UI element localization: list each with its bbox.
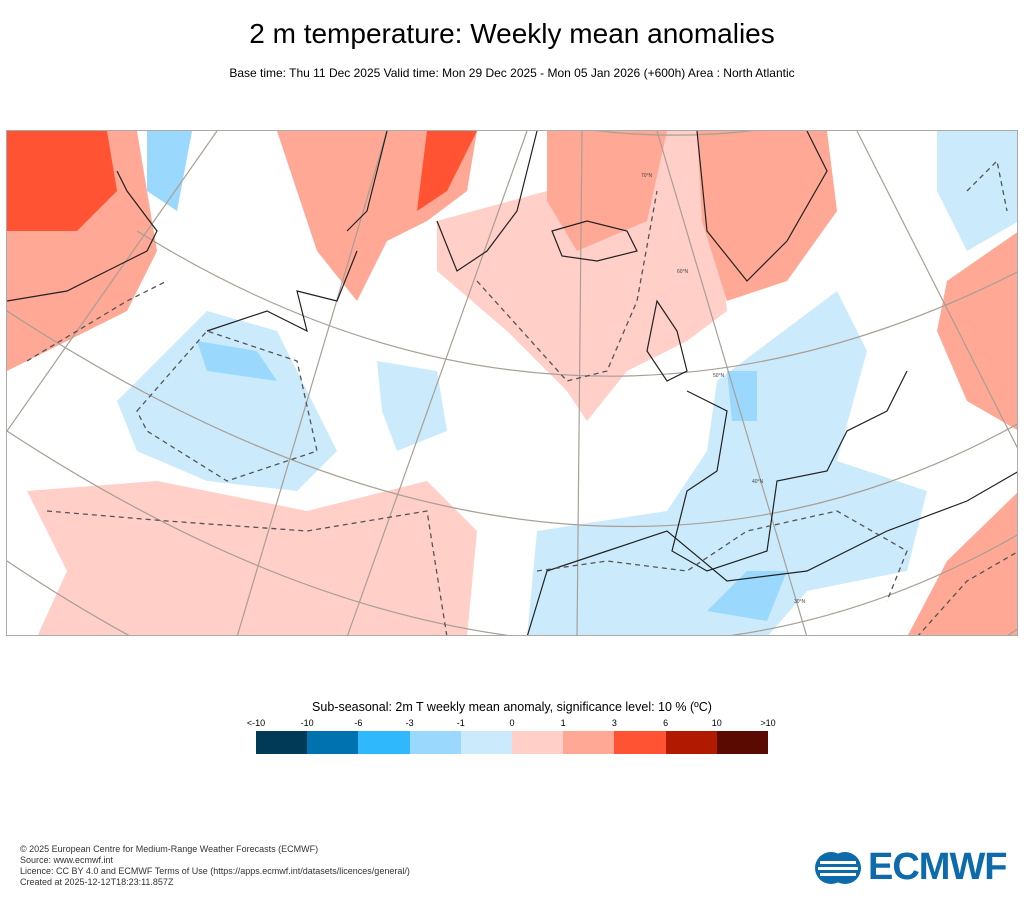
warm-anomaly-region [697,131,837,301]
legend-tick-label: -1 [456,718,465,728]
colorbar-swatch [614,731,666,754]
cool-anomaly-region [527,291,927,635]
legend-ticks: <-10 -10 -6 -3 -1 0 1 3 6 10 >10 [247,718,776,730]
source: Source: www.ecmwf.int [20,855,114,865]
legend-tick-label: >10 [760,718,776,728]
warm-anomaly-region [937,232,1017,430]
licence: Licence: CC BY 4.0 and ECMWF Terms of Us… [20,866,410,876]
cool-anomaly-region [197,341,277,381]
ecmwf-logo-icon [815,851,861,884]
legend-tick-label: 6 [663,718,669,728]
chart-title: 2 m temperature: Weekly mean anomalies [249,18,775,49]
warm-anomaly-region [437,131,727,421]
cool-anomaly-region [727,371,757,421]
copyright: © 2025 European Centre for Medium-Range … [20,844,319,854]
legend-tick-label: 1 [560,718,566,728]
legend-tick-label: -3 [405,718,414,728]
footer: © 2025 European Centre for Medium-Range … [20,844,410,888]
colorbar-swatch [358,731,410,754]
coastlines [7,131,1017,635]
colorbar-swatch [256,731,308,754]
strong-warm-anomaly-region [417,131,477,211]
created: Created at 2025-12-12T18:23:11.857Z [20,877,174,887]
cool-anomaly-region [937,131,1017,251]
colorbar-swatch [716,731,769,754]
legend-title: Sub-seasonal: 2m T weekly mean anomaly, … [312,700,712,714]
strong-warm-anomaly-region [7,131,117,231]
graticule [7,131,1017,635]
cool-anomaly-region [707,571,787,621]
anomaly-map: 70°N 60°N 50°N 40°N 30°N [6,130,1018,636]
lat-label: 60°N [677,269,689,275]
warm-anomaly-region [547,131,667,251]
colorbar-swatch [665,731,717,754]
colorbar-swatch [512,731,564,754]
legend-tick-label: -6 [354,718,363,728]
warm-anomaly-region [27,481,477,635]
lat-label: 30°N [794,599,806,605]
colorbar-swatch [307,731,359,754]
ecmwf-logo: ECMWF [814,846,1008,889]
legend-tick-label: <-10 [246,718,266,728]
legend-tick-label: 0 [509,718,515,728]
cool-anomaly-region [377,361,447,451]
colorbar-swatch [563,731,615,754]
legend-tick-label: 3 [611,718,617,728]
legend-tick-label: 10 [711,718,722,728]
lat-label: 70°N [641,173,653,179]
logo-text: ECMWF [868,846,1008,888]
legend-tick-label: -10 [300,718,314,728]
colorbar [256,731,769,754]
cool-anomaly-region [147,131,192,211]
lat-label: 40°N [752,479,764,485]
colorbar-swatch [460,731,513,754]
lat-label: 50°N [713,373,725,379]
significance-contours [26,159,1017,635]
colorbar-swatch [409,731,461,754]
chart-subtitle: Base time: Thu 11 Dec 2025 Valid time: M… [229,66,795,80]
